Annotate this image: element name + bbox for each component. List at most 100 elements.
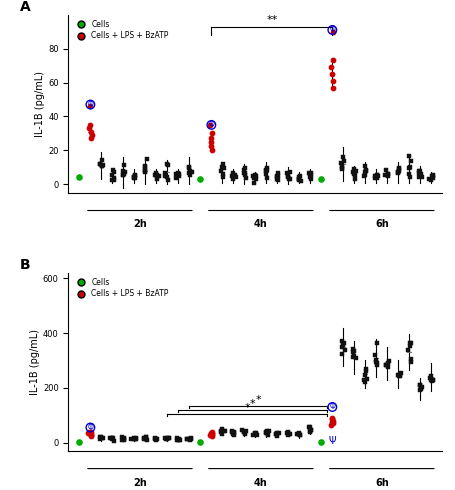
Point [295,172,303,180]
Point [284,431,291,439]
Point [241,429,248,437]
Point [394,166,401,173]
Point [183,435,191,443]
Y-axis label: IL-1B (pg/mL): IL-1B (pg/mL) [30,329,40,395]
Point [373,172,380,179]
Point [284,173,292,181]
Point [228,428,235,436]
Point [415,167,422,175]
Point [153,171,160,178]
Point [108,435,116,442]
Point [207,134,214,142]
Point [143,155,150,163]
Point [240,169,247,177]
Point [395,372,402,380]
Point [132,434,139,442]
Point [161,434,168,442]
Point [142,433,149,441]
Text: Φ: Φ [87,100,93,109]
Point [238,426,245,434]
Point [329,419,336,427]
Point [153,172,160,180]
Point [296,431,303,439]
Point [373,340,380,347]
Point [127,435,135,442]
Point [263,174,270,182]
Point [317,438,324,446]
Point [283,169,290,177]
Point [427,176,434,184]
Point [131,172,138,180]
Point [87,128,95,136]
Point [406,173,413,181]
Point [184,165,192,172]
Point [152,435,159,443]
Point [406,339,414,347]
Point [151,171,158,179]
Point [292,431,299,439]
Point [207,142,214,150]
Point [98,162,105,170]
Point [163,434,170,442]
Point [187,434,194,442]
Point [206,121,213,129]
Point [415,381,423,389]
Point [161,170,168,177]
Text: Φ: Φ [329,402,334,412]
Point [361,172,368,179]
Point [337,162,344,170]
Point [87,135,95,143]
Text: 6h: 6h [374,477,388,488]
Point [416,171,423,178]
Point [183,435,191,442]
Point [395,167,402,175]
Point [428,376,435,384]
Point [273,176,281,184]
Point [349,353,356,361]
Point [155,172,162,180]
Point [108,171,116,179]
Point [207,429,214,437]
Point [185,163,192,171]
Point [109,176,116,184]
Point [285,175,293,183]
Point [284,428,291,436]
Text: *: * [249,399,255,409]
Point [241,169,248,176]
Point [119,168,126,175]
Point [405,342,413,350]
Point [394,165,402,172]
Point [85,124,92,132]
Point [230,431,237,439]
Point [428,174,435,182]
Point [263,427,270,435]
Point [294,430,301,438]
Point [152,434,159,441]
Point [172,173,179,181]
Point [161,172,168,180]
Point [359,376,366,384]
Point [429,172,436,180]
Point [349,168,356,176]
Point [396,369,403,377]
Point [130,435,137,442]
Point [84,429,91,437]
Point [340,346,348,354]
Point [153,435,160,443]
Point [242,427,249,435]
Point [262,428,269,436]
Point [207,138,214,146]
Point [229,169,237,176]
Point [218,173,226,181]
Point [306,169,313,177]
Point [131,435,138,442]
Point [317,175,324,183]
Text: 4h: 4h [253,477,267,488]
Point [273,430,280,438]
Point [360,162,368,170]
Point [351,167,359,174]
Point [220,164,228,172]
Point [404,171,412,178]
Point [295,176,303,184]
Point [404,164,411,172]
